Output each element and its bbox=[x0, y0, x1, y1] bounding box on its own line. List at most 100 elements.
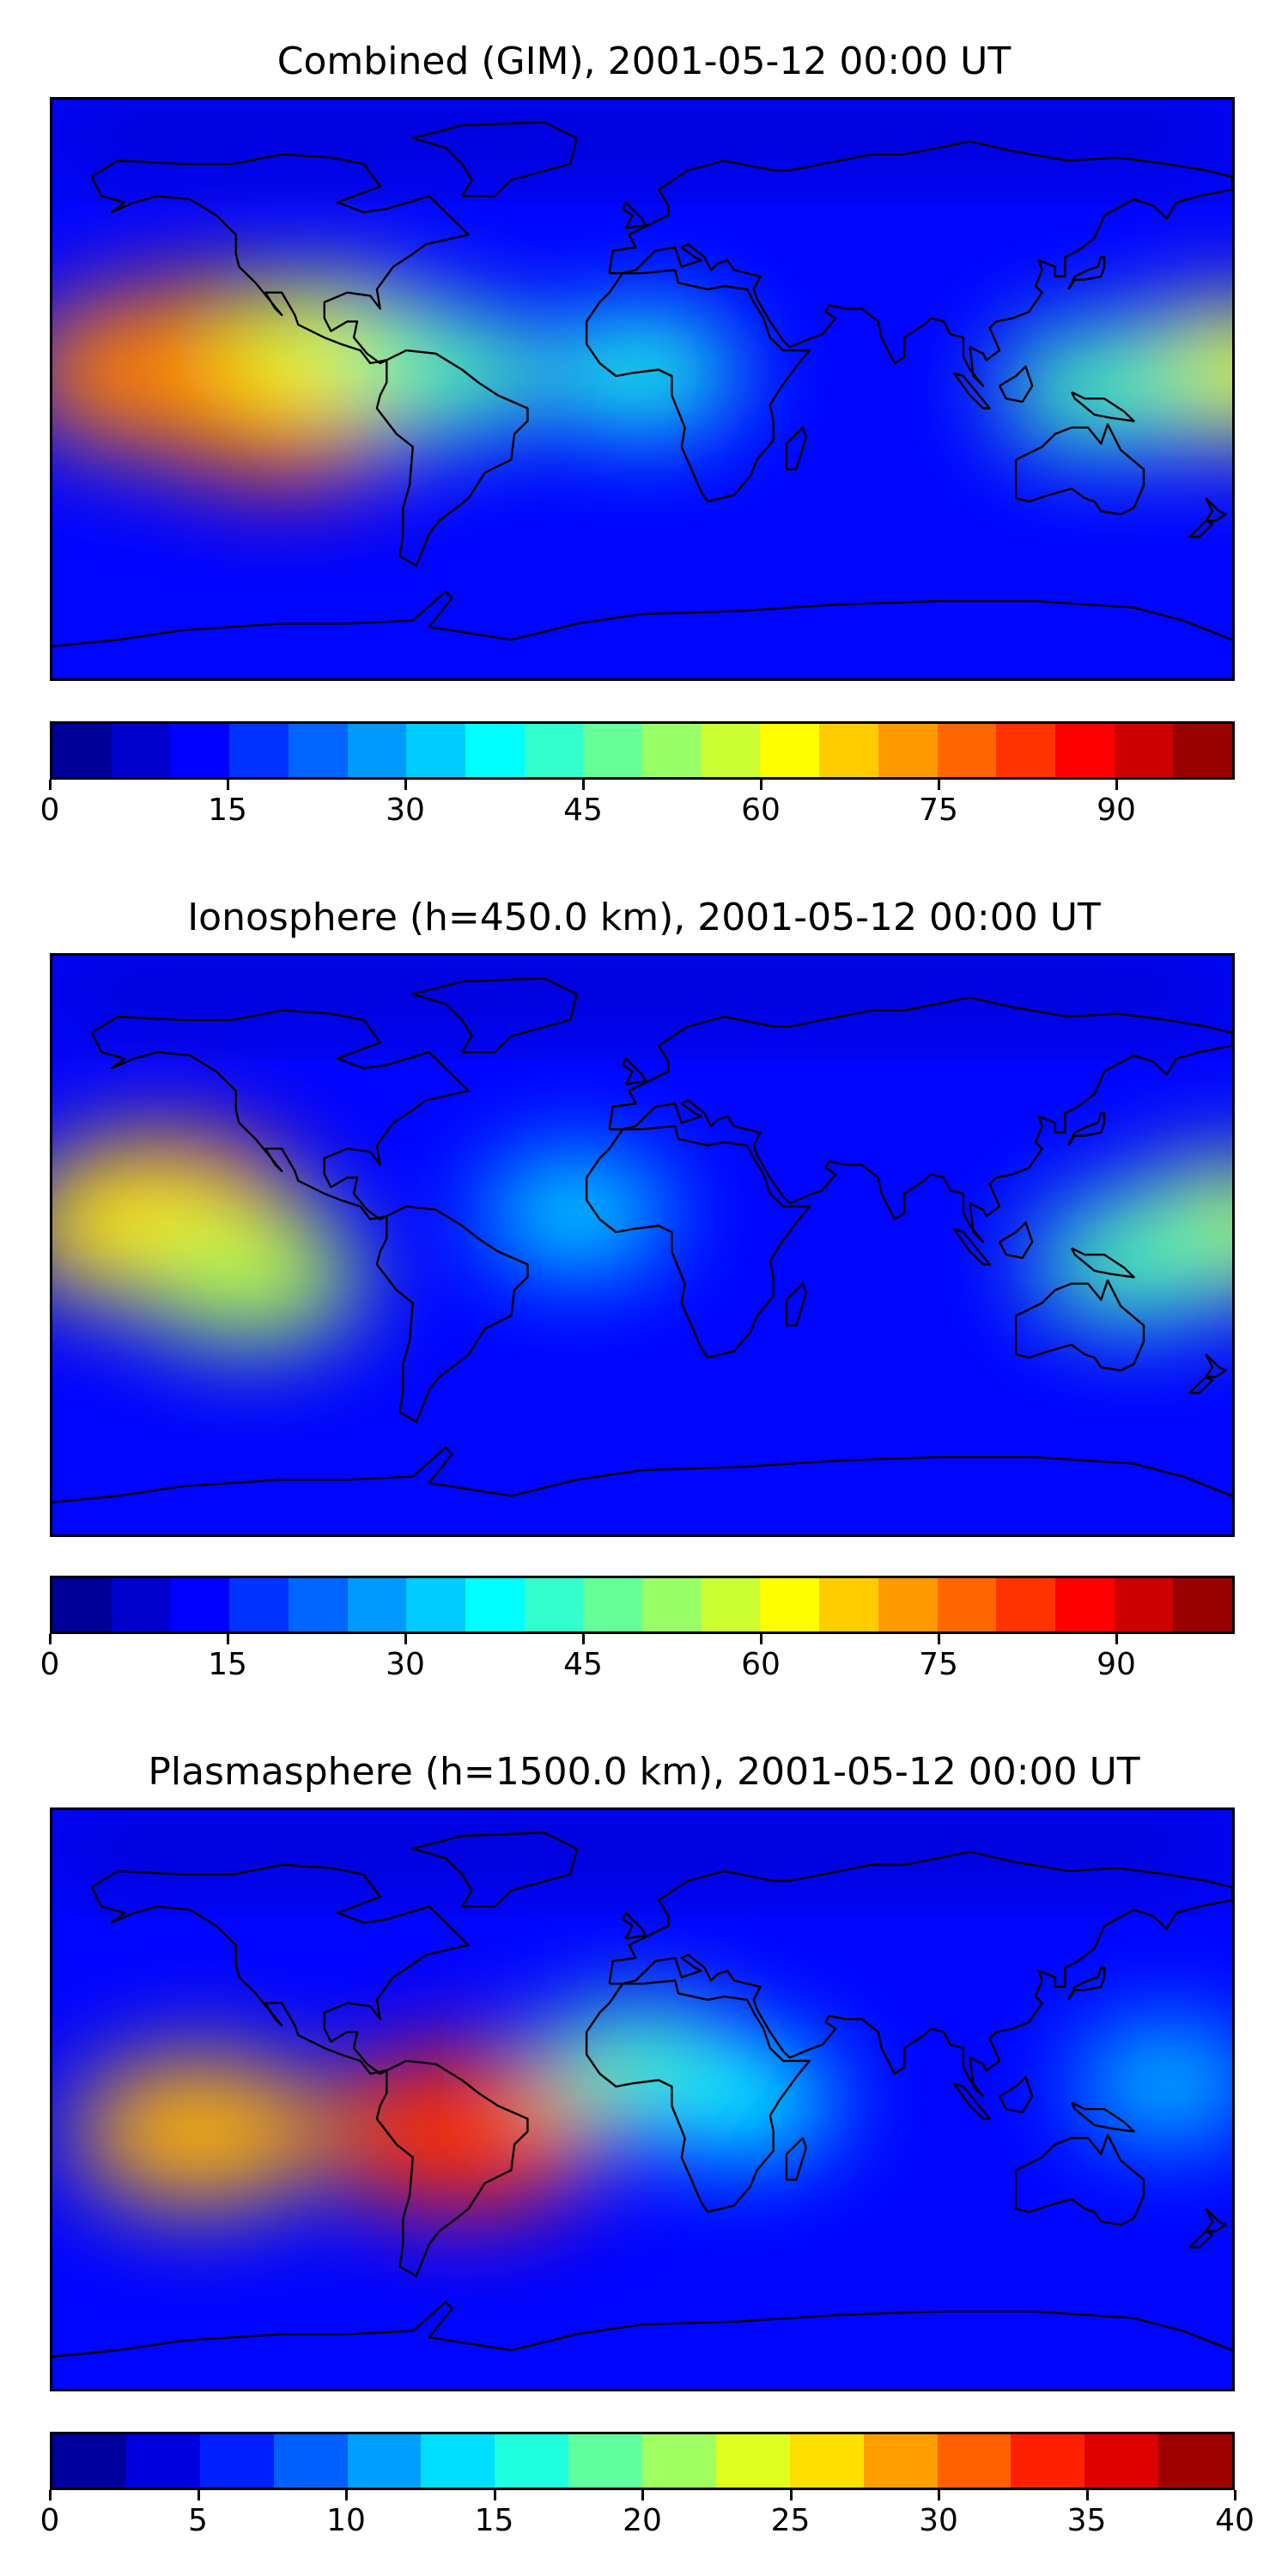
tick-mark bbox=[1234, 2490, 1236, 2500]
colorbar-segment bbox=[465, 724, 525, 777]
coastline bbox=[952, 1228, 991, 1266]
tec-map bbox=[52, 1810, 1232, 2389]
coastline bbox=[621, 201, 647, 229]
coastline bbox=[608, 996, 1232, 1243]
colorbar-segment bbox=[1158, 2434, 1232, 2488]
panel-title: Combined (GIM), 2001-05-12 00:00 UT bbox=[276, 39, 1012, 83]
coastline bbox=[375, 349, 529, 568]
tick-mark bbox=[227, 1634, 229, 1644]
coastline bbox=[785, 1282, 807, 1327]
tick-mark bbox=[938, 780, 940, 790]
colorbar-segment bbox=[1084, 2434, 1159, 2488]
coastline bbox=[411, 977, 578, 1054]
tick-label: 75 bbox=[919, 1647, 958, 1682]
tick-label: 15 bbox=[208, 793, 247, 828]
coastline bbox=[608, 140, 1232, 387]
tick-mark bbox=[1085, 2490, 1089, 2500]
tick-label: 15 bbox=[474, 2503, 514, 2538]
field-layer bbox=[52, 278, 1232, 485]
colorbar-segment bbox=[760, 724, 820, 777]
colorbar-segment bbox=[1011, 2434, 1085, 2488]
colorbar-segment bbox=[125, 2434, 200, 2488]
colorbar-ticks: 0 15 30 45 60 75 90 bbox=[40, 1634, 1235, 1694]
coastline bbox=[1014, 1279, 1145, 1372]
field-blob bbox=[1075, 2027, 1232, 2139]
colorbar-segment bbox=[273, 2434, 348, 2488]
colorbar-segment bbox=[229, 1578, 289, 1631]
tick-label: 20 bbox=[623, 2503, 662, 2538]
colorbar-segment bbox=[568, 2434, 642, 2488]
coastline bbox=[585, 1125, 811, 1359]
tick-label: 10 bbox=[326, 2503, 366, 2538]
colorbar-segment bbox=[878, 1578, 938, 1631]
tick-mark bbox=[49, 2490, 52, 2500]
colorbar-segment bbox=[715, 2434, 790, 2488]
colorbar-segment bbox=[1173, 1578, 1232, 1631]
panel-title: Ionosphere (h=450.0 km), 2001-05-12 00:0… bbox=[187, 896, 1101, 939]
tick-label: 90 bbox=[1097, 793, 1136, 828]
coastline bbox=[411, 1832, 578, 1908]
field-blob bbox=[1031, 1199, 1232, 1323]
coastline bbox=[785, 2136, 807, 2181]
coastlines bbox=[52, 1832, 1232, 2358]
field-blob bbox=[137, 1210, 361, 1345]
colorbar-segment bbox=[760, 1578, 820, 1631]
colorbar-segment bbox=[1173, 724, 1232, 777]
coastline bbox=[998, 365, 1034, 404]
coastline bbox=[52, 2300, 1232, 2358]
colorbar-segment bbox=[642, 2434, 716, 2488]
coastline bbox=[1188, 519, 1214, 538]
map-panel-ionosphere bbox=[50, 953, 1235, 1537]
tick-mark bbox=[789, 2490, 793, 2500]
tick-label: 45 bbox=[563, 1647, 603, 1682]
colorbar-segment bbox=[52, 1578, 112, 1631]
tick-label: 0 bbox=[39, 2503, 60, 2538]
colorbar-segment bbox=[937, 724, 997, 777]
coastline bbox=[785, 426, 807, 471]
tec-map bbox=[52, 956, 1232, 1534]
coastline bbox=[90, 153, 470, 365]
field-blob bbox=[645, 2041, 836, 2158]
colorbar bbox=[50, 2432, 1235, 2490]
colorbar-segment bbox=[863, 2434, 938, 2488]
colorbar-segment bbox=[937, 1578, 997, 1631]
colorbar-segment bbox=[52, 724, 112, 777]
coastline bbox=[1205, 497, 1227, 522]
coastline bbox=[621, 1911, 647, 1940]
coastline bbox=[585, 1979, 811, 2214]
coastline bbox=[52, 1446, 1232, 1504]
coastline bbox=[998, 2075, 1034, 2114]
tick-mark bbox=[582, 1634, 585, 1644]
colorbar-segment bbox=[819, 724, 878, 777]
colorbar-segment bbox=[465, 1578, 525, 1631]
tick-label: 35 bbox=[1066, 2503, 1107, 2538]
tick-mark bbox=[641, 2490, 644, 2500]
colorbar-ticks: 0 15 30 45 60 75 90 bbox=[40, 780, 1235, 840]
field-band bbox=[52, 100, 1232, 169]
colorbar-segment bbox=[421, 2434, 495, 2488]
coastline bbox=[621, 1057, 647, 1085]
colorbar-segment bbox=[495, 2434, 569, 2488]
tick-mark bbox=[938, 2490, 940, 2500]
colorbar-segment bbox=[642, 1578, 702, 1631]
coastlines bbox=[52, 121, 1232, 647]
colorbar-segment bbox=[111, 1578, 171, 1631]
tick-mark bbox=[760, 780, 762, 790]
colorbar-segment bbox=[878, 724, 938, 777]
tick-mark bbox=[760, 1634, 762, 1644]
field-layer bbox=[52, 1133, 1232, 1345]
tick-label: 60 bbox=[741, 1647, 781, 1682]
coastline bbox=[90, 1863, 470, 2075]
tick-mark bbox=[938, 1634, 940, 1644]
tick-label: 30 bbox=[386, 1647, 425, 1682]
colorbar-segment bbox=[789, 2434, 864, 2488]
tick-mark bbox=[493, 2490, 496, 2500]
colorbar-segment bbox=[937, 2434, 1012, 2488]
tick-label: 30 bbox=[919, 2503, 958, 2538]
colorbar-segment bbox=[347, 1578, 407, 1631]
colorbar-segment bbox=[170, 724, 230, 777]
colorbar-segment bbox=[406, 724, 465, 777]
colorbar-segment bbox=[1054, 1578, 1115, 1631]
tick-label: 75 bbox=[919, 793, 958, 828]
coastline bbox=[1067, 256, 1106, 290]
